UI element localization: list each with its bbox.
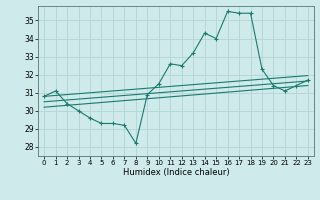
X-axis label: Humidex (Indice chaleur): Humidex (Indice chaleur): [123, 168, 229, 177]
